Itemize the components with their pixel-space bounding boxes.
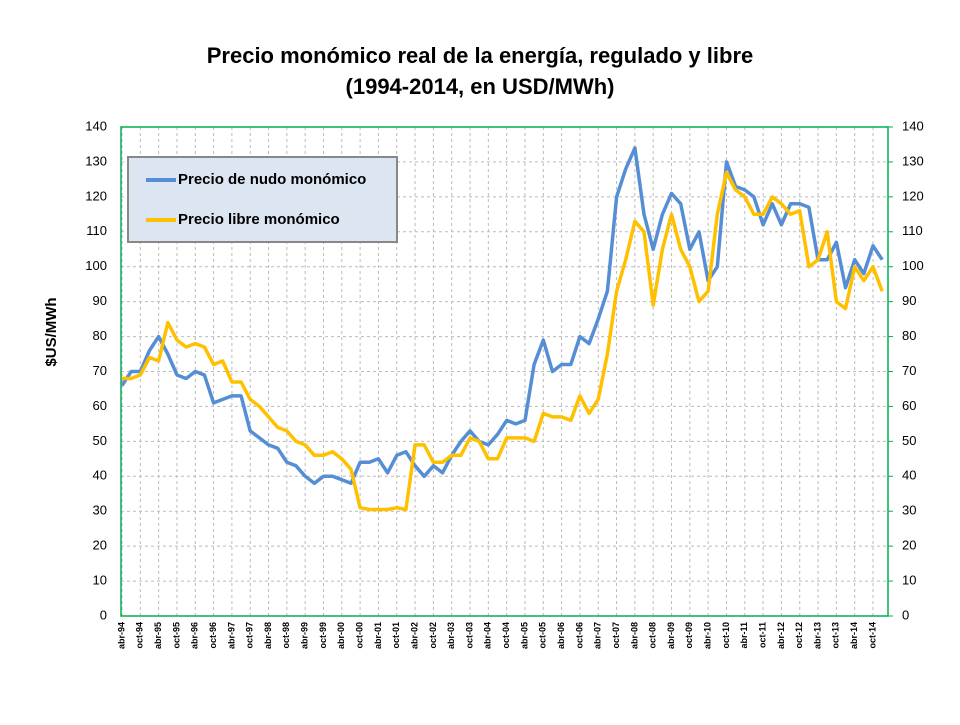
x-tick-label: oct-02 [428, 622, 438, 649]
y2-tick-label: 90 [902, 293, 916, 308]
legend-label: Precio libre monómico [178, 211, 340, 228]
x-tick-label: oct-05 [538, 622, 548, 649]
y-tick-label: 0 [100, 607, 107, 622]
y2-tick-label: 50 [902, 433, 916, 448]
y-tick-label: 140 [85, 118, 107, 133]
chart-title: Precio monómico real de la energía, regu… [207, 43, 754, 68]
y-tick-label: 130 [85, 153, 107, 168]
x-tick-label: oct-97 [245, 622, 255, 649]
x-tick-label: abr-06 [556, 622, 566, 649]
x-tick-label: abr-00 [336, 622, 346, 649]
x-tick-label: oct-06 [574, 622, 584, 649]
x-tick-label: abr-04 [483, 622, 493, 649]
x-tick-label: abr-13 [812, 622, 822, 649]
y2-tick-label: 140 [902, 118, 924, 133]
x-tick-label: abr-98 [263, 622, 273, 649]
x-tick-label: abr-14 [849, 622, 859, 649]
x-tick-label: oct-01 [391, 622, 401, 649]
x-tick-label: oct-11 [757, 622, 767, 648]
plot-border [120, 126, 889, 617]
y2-tick-label: 130 [902, 153, 924, 168]
y-tick-label: 60 [93, 398, 107, 413]
y2-tick-label: 120 [902, 188, 924, 203]
y2-tick-label: 70 [902, 363, 916, 378]
x-tick-label: abr-97 [226, 622, 236, 649]
x-tick-label: abr-09 [666, 622, 676, 649]
y2-tick-label: 0 [902, 607, 909, 622]
x-tick-label: oct-13 [831, 622, 841, 649]
y-tick-label: 20 [93, 538, 107, 553]
x-tick-label: oct-96 [208, 622, 218, 649]
x-tick-label: oct-95 [171, 622, 181, 649]
y-tick-label: 70 [93, 363, 107, 378]
x-tick-label: oct-12 [794, 622, 804, 649]
x-tick-label: abr-99 [300, 622, 310, 649]
legend-label: Precio de nudo monómico [178, 171, 366, 188]
y-tick-label: 40 [93, 468, 107, 483]
y2-tick-label: 110 [902, 223, 923, 238]
x-tick-label: abr-07 [593, 622, 603, 649]
x-tick-label: oct-10 [721, 622, 731, 649]
y2-tick-label: 10 [902, 573, 916, 588]
y-tick-label: 120 [85, 188, 107, 203]
x-tick-label: oct-07 [611, 622, 621, 649]
y-tick-label: 90 [93, 293, 107, 308]
line-series [120, 146, 884, 486]
chart-subtitle: (1994-2014, en USD/MWh) [346, 74, 615, 99]
y2-tick-label: 80 [902, 328, 916, 343]
x-tick-label: abr-02 [409, 622, 419, 649]
x-tick-label: oct-99 [318, 622, 328, 649]
x-tick-label: abr-96 [190, 622, 200, 649]
y2-tick-label: 60 [902, 398, 916, 413]
y-tick-label: 10 [93, 573, 107, 588]
y2-tick-label: 30 [902, 503, 916, 518]
y2-tick-label: 40 [902, 468, 916, 483]
line-series [122, 170, 884, 512]
y-tick-label: 110 [86, 223, 107, 238]
x-tick-label: abr-08 [629, 622, 639, 649]
x-tick-label: abr-03 [446, 622, 456, 649]
x-tick-label: abr-12 [776, 622, 786, 649]
x-tick-label: abr-11 [739, 622, 749, 649]
x-tick-label: oct-09 [684, 622, 694, 649]
x-tick-label: abr-05 [519, 622, 529, 649]
x-tick-label: oct-14 [867, 622, 877, 649]
y-tick-label: 30 [93, 503, 107, 518]
y-tick-label: 50 [93, 433, 107, 448]
legend-box [127, 156, 398, 243]
y2-tick-label: 20 [902, 538, 916, 553]
x-tick-label: oct-98 [281, 622, 291, 649]
x-tick-label: oct-94 [135, 622, 145, 649]
x-tick-label: abr-01 [373, 622, 383, 649]
x-tick-label: oct-04 [501, 622, 511, 649]
y-tick-label: 80 [93, 328, 107, 343]
x-tick-label: oct-08 [648, 622, 658, 649]
x-tick-label: abr-10 [703, 622, 713, 649]
y-axis-label: $US/MWh [43, 297, 60, 366]
y2-tick-label: 100 [902, 258, 924, 273]
x-tick-label: oct-03 [464, 622, 474, 649]
x-tick-label: abr-94 [116, 622, 126, 649]
x-tick-label: oct-00 [354, 622, 364, 649]
x-tick-label: abr-95 [153, 622, 163, 649]
y-tick-label: 100 [85, 258, 107, 273]
